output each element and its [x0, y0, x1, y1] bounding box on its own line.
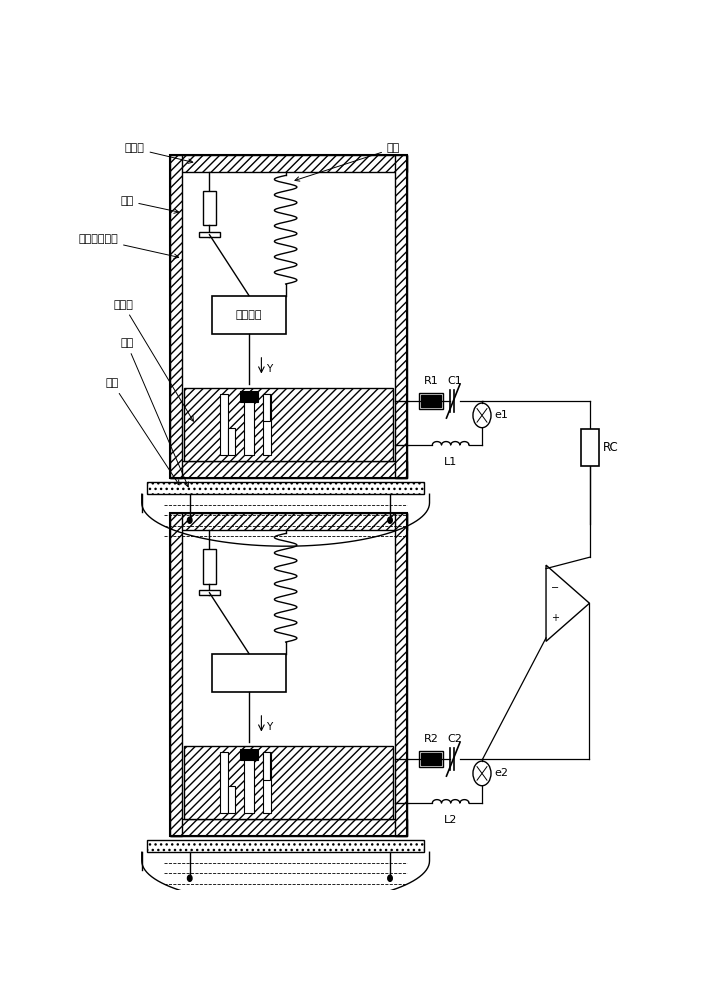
Bar	[240, 749, 258, 760]
Bar	[263, 394, 270, 421]
Bar	[183, 530, 395, 819]
Text: 构架: 构架	[120, 196, 178, 213]
Bar	[240, 391, 258, 402]
Bar	[395, 513, 407, 836]
Bar	[199, 590, 220, 595]
Bar	[244, 756, 254, 813]
Bar	[419, 393, 443, 409]
Bar	[170, 513, 407, 530]
Text: 耦合磁体线圈: 耦合磁体线圈	[79, 234, 178, 258]
Text: 永磁体: 永磁体	[114, 300, 194, 421]
Text: 激振质量: 激振质量	[236, 310, 262, 320]
Bar	[263, 394, 271, 455]
Bar	[184, 746, 393, 819]
Bar	[220, 394, 228, 455]
Bar	[170, 155, 407, 478]
Text: L1: L1	[444, 457, 457, 467]
Text: C2: C2	[447, 734, 462, 744]
Circle shape	[188, 875, 192, 881]
Bar	[220, 752, 228, 813]
Bar	[170, 819, 407, 836]
Bar	[203, 549, 215, 584]
Text: +: +	[551, 613, 559, 623]
Bar	[148, 482, 424, 494]
Text: R2: R2	[424, 734, 439, 744]
Text: 缓冲器: 缓冲器	[124, 143, 193, 163]
Bar	[148, 840, 424, 852]
Circle shape	[188, 517, 192, 523]
Bar	[263, 752, 270, 780]
Text: e1: e1	[494, 410, 508, 420]
Bar	[213, 654, 285, 692]
Text: C1: C1	[447, 376, 462, 386]
Bar	[228, 786, 235, 813]
Bar	[395, 155, 407, 478]
Bar	[263, 752, 271, 813]
Text: 基座: 基座	[106, 378, 179, 485]
Bar	[183, 172, 395, 461]
Bar	[170, 461, 407, 478]
Bar	[581, 429, 599, 466]
Circle shape	[388, 517, 392, 523]
Text: RC: RC	[604, 441, 619, 454]
Bar	[213, 296, 285, 334]
Bar	[244, 398, 254, 455]
Text: 螺栓: 螺栓	[120, 338, 189, 487]
Bar	[170, 513, 407, 836]
Circle shape	[388, 875, 392, 881]
Bar	[203, 191, 215, 225]
Text: Y: Y	[266, 722, 272, 732]
Text: R1: R1	[424, 376, 438, 386]
Bar	[228, 428, 235, 455]
Bar	[419, 751, 443, 767]
Text: L2: L2	[443, 815, 457, 825]
Bar	[170, 513, 183, 836]
Bar	[421, 395, 441, 407]
Text: 弹簧: 弹簧	[295, 143, 400, 181]
Bar	[184, 388, 393, 461]
Text: −: −	[551, 583, 559, 593]
Bar	[170, 155, 183, 478]
Text: e2: e2	[494, 768, 508, 778]
Bar	[421, 753, 441, 765]
Text: Y: Y	[266, 364, 272, 374]
Bar	[199, 232, 220, 237]
Bar	[170, 155, 407, 172]
